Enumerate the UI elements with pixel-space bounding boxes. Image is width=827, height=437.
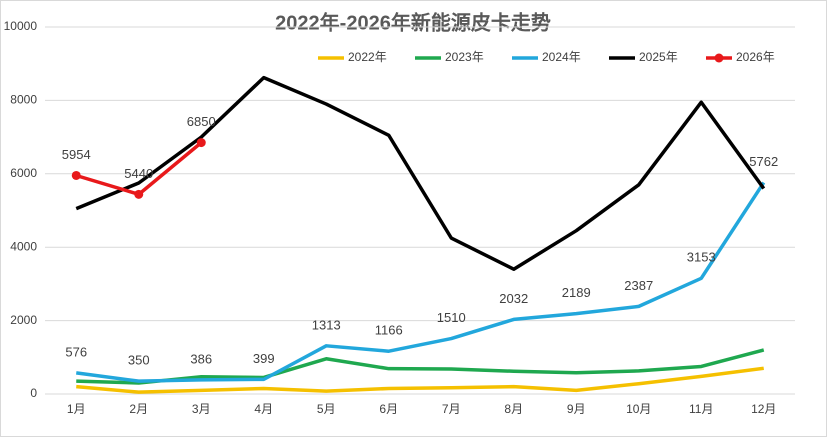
data-label: 576 [65, 344, 87, 359]
legend-label: 2025年 [639, 50, 678, 64]
data-label: 1313 [312, 317, 341, 332]
point-marker [71, 170, 81, 180]
y-tick-label: 10000 [4, 19, 38, 33]
y-tick-label: 8000 [10, 93, 37, 107]
data-label: 399 [253, 351, 275, 366]
x-tick-label: 5月 [317, 402, 336, 416]
x-tick-label: 8月 [504, 402, 523, 416]
x-tick-label: 1月 [67, 402, 86, 416]
y-tick-label: 6000 [10, 166, 37, 180]
data-label: 5762 [749, 154, 778, 169]
x-tick-label: 10月 [626, 402, 651, 416]
x-tick-label: 9月 [567, 402, 586, 416]
series-line [76, 181, 766, 383]
data-label: 1166 [375, 323, 403, 338]
data-label: 5440 [124, 166, 153, 181]
x-tick-label: 11月 [689, 402, 713, 416]
data-label: 2387 [624, 278, 653, 293]
data-label: 2032 [499, 291, 528, 306]
legend-label: 2022年 [348, 50, 387, 64]
x-tick-label: 6月 [379, 402, 398, 416]
data-label: 1510 [437, 310, 466, 325]
data-label: 5954 [62, 147, 91, 162]
series-line [76, 348, 765, 385]
data-label: 386 [190, 351, 212, 366]
legend-label: 2026年 [736, 50, 775, 64]
point-marker [134, 189, 144, 199]
legend-label: 2023年 [445, 50, 484, 64]
data-label: 3153 [687, 250, 716, 265]
series-line [75, 75, 766, 271]
y-tick-label: 2000 [10, 313, 37, 327]
y-tick-label: 0 [30, 386, 37, 400]
data-label: 350 [128, 353, 150, 368]
y-tick-label: 4000 [10, 239, 37, 253]
legend-label: 2024年 [542, 50, 581, 64]
point-marker [196, 138, 206, 148]
x-tick-label: 12月 [751, 402, 776, 416]
data-label: 6850 [187, 114, 216, 129]
x-tick-label: 7月 [442, 402, 461, 416]
series-line [76, 366, 764, 394]
x-tick-label: 2月 [129, 402, 148, 416]
chart-title: 2022年-2026年新能源皮卡走势 [275, 10, 551, 34]
legend-marker [714, 53, 724, 63]
x-tick-label: 3月 [192, 402, 211, 416]
x-tick-label: 4月 [254, 402, 273, 416]
data-label: 2189 [562, 285, 591, 300]
